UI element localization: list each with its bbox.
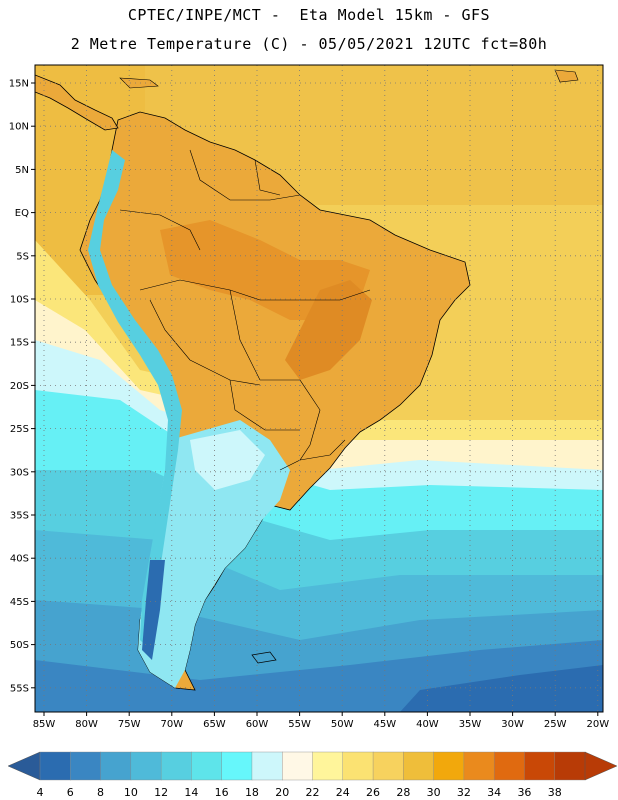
lon-tick-label: 70W — [160, 719, 183, 730]
colorbar-segment — [39, 751, 71, 781]
colorbar-label: 32 — [457, 786, 471, 799]
colorbar-label: 30 — [427, 786, 441, 799]
colorbar-segment — [130, 751, 162, 781]
country-borders — [119, 149, 371, 471]
lat-tick-label: 35S — [10, 511, 29, 522]
colorbar-segment — [70, 751, 102, 781]
colorbar-label: 28 — [396, 786, 410, 799]
lat-tick-label: 15N — [9, 79, 29, 90]
colorbar-label: 12 — [154, 786, 168, 799]
colorbar-label: 4 — [37, 786, 44, 799]
lat-tick-label: 45S — [10, 597, 29, 608]
colorbar-label: 34 — [487, 786, 501, 799]
map-field — [35, 65, 603, 712]
lat-tick-label: 15S — [10, 338, 29, 349]
lon-tick-label: 20W — [586, 719, 609, 730]
lat-tick-label: 25S — [10, 424, 29, 435]
lon-tick-label: 60W — [246, 719, 269, 730]
map-frame — [34, 64, 604, 713]
colorbar-right-arrow — [584, 751, 618, 781]
lon-tick-label: 50W — [331, 719, 354, 730]
lon-tick-label: 40W — [416, 719, 439, 730]
falkland-islands — [251, 651, 277, 664]
central-brazil-hot-area — [285, 280, 372, 380]
colorbar-left-arrow — [7, 751, 41, 781]
colorbar-label: 24 — [336, 786, 350, 799]
colorbar-label: 38 — [548, 786, 562, 799]
colorbar-label: 36 — [517, 786, 531, 799]
colorbar-label: 8 — [97, 786, 104, 799]
colorbar-segment — [493, 751, 525, 781]
colorbar-segment — [100, 751, 132, 781]
southern-andes-coldest — [142, 560, 165, 660]
lon-tick-label: 30W — [501, 719, 524, 730]
lat-tick-label: 40S — [10, 554, 29, 565]
lat-tick-label: 55S — [10, 683, 29, 694]
colorbar-segment — [191, 751, 223, 781]
lat-tick-label: 50S — [10, 640, 29, 651]
atlantic-island — [554, 69, 579, 83]
colorbar-label: 26 — [366, 786, 380, 799]
lat-tick-label: EQ — [15, 208, 29, 219]
lat-tick-label: 10N — [9, 122, 29, 133]
lon-tick-label: 45W — [373, 719, 396, 730]
lat-tick-label: 30S — [10, 467, 29, 478]
lon-tick-label: 85W — [33, 719, 56, 730]
longitude-axis: 85W 80W 75W 70W 65W 60W 55W 50W 45W 40W 35W 30W 25W 2… — [33, 712, 609, 730]
lon-tick-label: 25W — [544, 719, 567, 730]
lat-tick-label: 10S — [10, 295, 29, 306]
colorbar-segment — [463, 751, 495, 781]
pampas-mild-land — [190, 430, 265, 490]
colorbar-segment — [251, 751, 283, 781]
cold-band-6 — [400, 665, 603, 712]
andes-cold-strip — [88, 150, 182, 650]
colorbar-segment — [403, 751, 435, 781]
colorbar-label: 10 — [124, 786, 138, 799]
colorbar-segment — [524, 751, 556, 781]
chart-title-line1: CPTEC/INPE/MCT - Eta Model 15km - GFS — [127, 6, 491, 24]
colorbar-segment — [372, 751, 404, 781]
colorbar-segment — [160, 751, 192, 781]
colorbar-label: 20 — [275, 786, 289, 799]
lon-tick-label: 65W — [203, 719, 226, 730]
latitude-axis: 15N 10N 5N EQ 5S 10S 15S 20S 25S 30S 35S 40S 45S 50S 5… — [9, 79, 35, 694]
colorbar-segment — [433, 751, 465, 781]
lat-tick-label: 5N — [15, 165, 29, 176]
colorbar-label: 6 — [67, 786, 74, 799]
patagonia-cool-land — [138, 420, 290, 688]
lon-tick-label: 55W — [288, 719, 311, 730]
lon-tick-label: 35W — [459, 719, 482, 730]
chart-title-line2: 2 Metre Temperature (C) - 05/05/2021 12U… — [70, 35, 548, 53]
colorbar-label: 22 — [306, 786, 320, 799]
colorbar-segment — [221, 751, 253, 781]
colorbar: 4 6 8 10 12 14 16 18 20 22 24 26 28 30 32 34 36 38 — [7, 751, 618, 799]
colorbar-label: 18 — [245, 786, 259, 799]
colorbar-segment — [554, 751, 586, 781]
lon-tick-label: 80W — [75, 719, 98, 730]
colorbar-segment — [342, 751, 374, 781]
colorbar-label: 14 — [184, 786, 198, 799]
lat-tick-label: 20S — [10, 381, 29, 392]
colorbar-label: 16 — [215, 786, 229, 799]
colorbar-segment — [312, 751, 344, 781]
lat-tick-label: 5S — [16, 251, 29, 262]
colorbar-segment — [282, 751, 314, 781]
lon-tick-label: 75W — [118, 719, 141, 730]
central-america — [35, 74, 119, 131]
